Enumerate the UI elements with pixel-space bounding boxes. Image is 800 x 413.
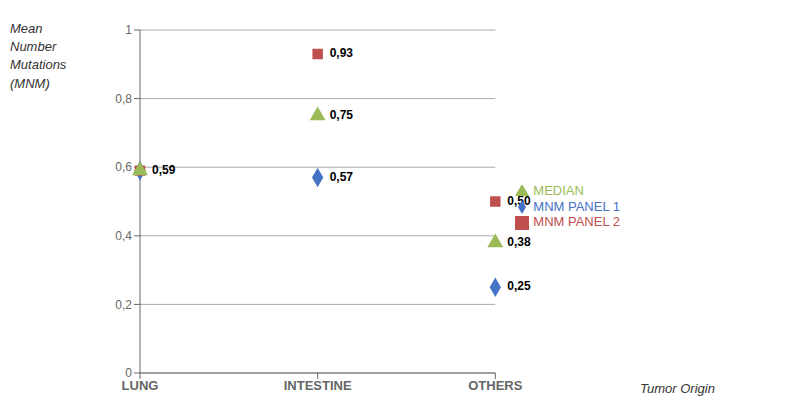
svg-text:INTESTINE: INTESTINE	[284, 378, 352, 393]
svg-text:0,93: 0,93	[330, 46, 354, 60]
svg-text:0,6: 0,6	[115, 160, 132, 174]
svg-text:0,50: 0,50	[507, 194, 531, 208]
html-text:Mean Number Mutations (MNM): Mean Number Mutations (MNM)	[10, 21, 67, 91]
svg-text:0,4: 0,4	[115, 229, 132, 243]
html-text:MNM PANEL 1: MNM PANEL 1	[533, 198, 620, 214]
html-text:MEDIAN: MEDIAN	[533, 183, 584, 199]
svg-text:0,59: 0,59	[152, 163, 176, 177]
svg-text:0,57: 0,57	[330, 170, 354, 184]
svg-text:LUNG: LUNG	[122, 378, 159, 393]
svg-text:OTHERS: OTHERS	[468, 378, 523, 393]
svg-text:0,25: 0,25	[507, 279, 531, 293]
svg-text:0,75: 0,75	[330, 108, 354, 122]
svg-text:0,8: 0,8	[115, 92, 132, 106]
svg-text:0,2: 0,2	[115, 298, 132, 312]
html-text:Tumor Origin: Tumor Origin	[640, 381, 715, 396]
svg-text:0: 0	[125, 366, 132, 380]
svg-text:0,38: 0,38	[507, 235, 531, 249]
svg-text:1: 1	[125, 23, 132, 37]
html-text:MNM PANEL 2: MNM PANEL 2	[533, 214, 620, 230]
